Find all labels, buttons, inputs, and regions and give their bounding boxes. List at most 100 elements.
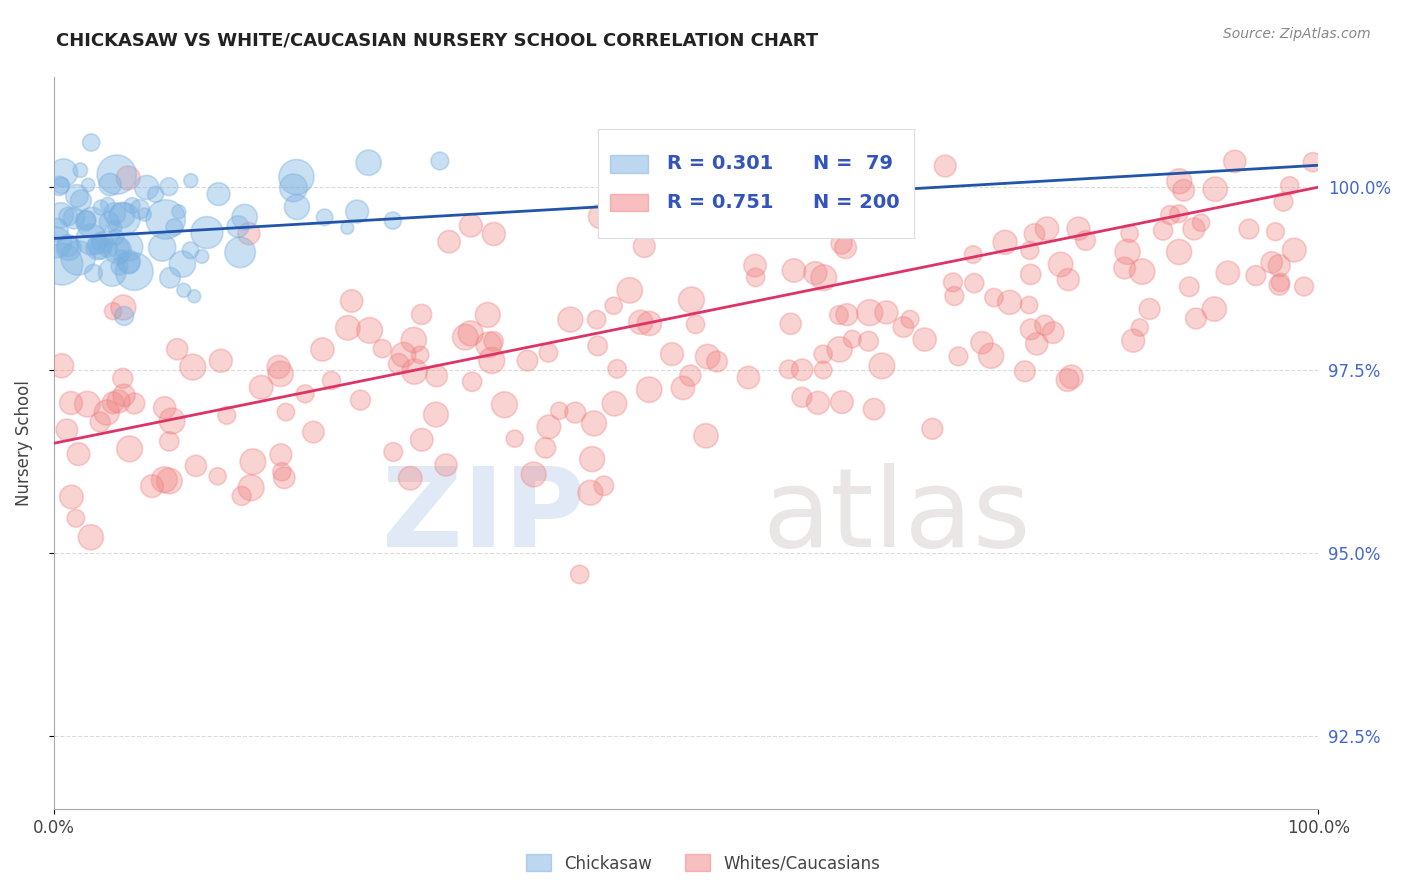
Point <box>80 216 103 230</box>
Point <box>586 339 609 353</box>
Point <box>388 357 411 371</box>
Point <box>409 348 432 362</box>
Point <box>603 397 626 411</box>
Point <box>60 490 83 504</box>
Point <box>124 396 146 410</box>
Point <box>101 304 124 318</box>
Point <box>980 349 1002 363</box>
Point <box>111 208 134 222</box>
Point <box>948 349 970 363</box>
Point <box>582 417 605 431</box>
Point <box>267 359 290 374</box>
Point <box>238 227 260 241</box>
Point <box>661 347 683 361</box>
Point <box>56 238 79 252</box>
Point <box>1019 322 1042 336</box>
Point <box>59 396 82 410</box>
Point <box>1178 280 1201 294</box>
Point <box>49 208 72 222</box>
Point <box>685 318 707 332</box>
Point <box>461 375 484 389</box>
Point <box>321 374 343 388</box>
Point <box>48 178 70 193</box>
Point <box>859 305 882 319</box>
Point <box>863 402 886 417</box>
Point <box>1159 208 1181 222</box>
Point <box>1118 227 1140 241</box>
Legend: Chickasaw, Whites/Caucasians: Chickasaw, Whites/Caucasians <box>519 847 887 880</box>
Point <box>835 308 858 322</box>
Point <box>160 414 183 428</box>
Point <box>434 458 457 472</box>
Point <box>215 409 238 423</box>
Point <box>481 353 503 368</box>
Point <box>695 429 717 443</box>
Point <box>1116 244 1139 259</box>
Point <box>828 308 851 322</box>
Point <box>112 309 135 323</box>
Point <box>1074 234 1097 248</box>
Point <box>630 315 652 329</box>
Point <box>1268 277 1291 292</box>
Point <box>875 305 897 319</box>
Point <box>207 469 229 483</box>
Point <box>970 335 993 350</box>
Point <box>270 465 292 479</box>
Point <box>1114 260 1136 275</box>
Point <box>311 343 333 357</box>
Point <box>80 136 103 150</box>
Point <box>128 202 150 217</box>
Point <box>1223 154 1246 169</box>
Point <box>63 211 86 226</box>
Point <box>101 265 124 279</box>
Point <box>994 235 1017 250</box>
Point <box>898 312 921 326</box>
Point <box>240 481 263 495</box>
Point <box>942 276 965 290</box>
Point <box>1024 227 1046 241</box>
Point <box>744 259 766 273</box>
Point <box>454 330 477 344</box>
Point <box>560 312 582 326</box>
Point <box>811 347 834 361</box>
Point <box>477 308 499 322</box>
Point <box>80 530 103 544</box>
Point <box>104 220 127 235</box>
Point <box>66 188 89 202</box>
Point <box>229 245 252 260</box>
Point <box>70 194 93 208</box>
Point <box>744 270 766 285</box>
Point <box>86 238 108 252</box>
Point <box>181 360 204 375</box>
Point <box>882 221 904 235</box>
Point <box>209 353 232 368</box>
Point <box>104 206 127 220</box>
Point <box>943 289 966 303</box>
Point <box>51 178 73 193</box>
Point <box>402 333 425 347</box>
Point <box>1272 194 1295 209</box>
Point <box>460 326 482 341</box>
Point <box>58 210 80 224</box>
Point <box>80 233 103 247</box>
Point <box>349 393 371 408</box>
Point <box>45 235 67 250</box>
Point <box>1185 311 1208 326</box>
Point <box>1122 334 1144 348</box>
Point <box>523 467 546 482</box>
Point <box>399 471 422 485</box>
Point <box>90 201 112 215</box>
Point <box>1261 255 1284 269</box>
Point <box>226 219 249 234</box>
Point <box>1189 216 1212 230</box>
Point <box>191 250 214 264</box>
Point <box>67 251 90 265</box>
Point <box>51 257 73 271</box>
Point <box>104 230 127 244</box>
Point <box>783 263 806 277</box>
Point <box>58 241 80 255</box>
Point <box>579 485 602 500</box>
Point <box>108 260 131 274</box>
Point <box>516 353 538 368</box>
Point <box>1049 257 1071 271</box>
